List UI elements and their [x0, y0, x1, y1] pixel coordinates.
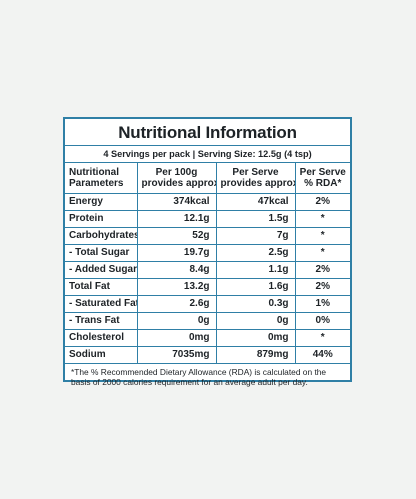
header-parameters-line2: Parameters: [69, 178, 124, 189]
row-per-serve: 2.5g: [215, 244, 296, 262]
rda-footnote: *The % Recommended Dietary Allowance (RD…: [71, 367, 327, 387]
header-rda: Per Serve % RDA*: [294, 163, 350, 194]
row-per-serve: 879mg: [215, 346, 296, 364]
row-rda: *: [294, 244, 350, 262]
row-rda: 2%: [294, 261, 350, 279]
row-per-100g: 7035mg: [136, 346, 217, 364]
row-rda: 0%: [294, 312, 350, 330]
row-per-serve: 7g: [215, 227, 296, 245]
row-rda: *: [294, 329, 350, 347]
row-name: - Total Sugar: [65, 244, 138, 262]
header-per-serve-line2: provides approx.: [220, 178, 295, 189]
row-per-100g: 19.7g: [136, 244, 217, 262]
row-per-100g: 8.4g: [136, 261, 217, 279]
nutrition-label: Nutritional Information 4 Servings per p…: [63, 117, 352, 387]
row-name: Cholesterol: [65, 329, 138, 347]
header-per-100g-line1: Per 100g: [155, 167, 198, 178]
table-row: Total Fat 13.2g 1.6g 2%: [65, 278, 350, 296]
row-per-serve: 0.3g: [215, 295, 296, 313]
table-row: - Added Sugar 8.4g 1.1g 2%: [65, 261, 350, 279]
row-rda: 2%: [294, 193, 350, 211]
table-row: Sodium 7035mg 879mg 44%: [65, 346, 350, 364]
header-per-serve-line1: Per Serve: [232, 167, 279, 178]
label-title: Nutritional Information: [65, 119, 350, 146]
table-row: Energy 374kcal 47kcal 2%: [65, 193, 350, 211]
row-name: Energy: [65, 193, 138, 211]
table-row: - Total Sugar 19.7g 2.5g *: [65, 244, 350, 262]
row-per-100g: 374kcal: [136, 193, 217, 211]
row-name: - Saturated Fat: [65, 295, 138, 313]
header-rda-line2: % RDA*: [304, 178, 342, 189]
header-parameters-line1: Nutritional: [69, 167, 119, 178]
row-name: Carbohydrates: [65, 227, 138, 245]
nutrition-table: Nutritional Parameters Per 100g provides…: [65, 163, 350, 364]
label-subtitle: 4 Servings per pack | Serving Size: 12.5…: [65, 146, 350, 163]
table-row: - Trans Fat 0g 0g 0%: [65, 312, 350, 330]
row-per-serve: 1.6g: [215, 278, 296, 296]
header-per-100g: Per 100g provides approx.: [136, 163, 217, 194]
table-row: - Saturated Fat 2.6g 0.3g 1%: [65, 295, 350, 313]
row-rda: 1%: [294, 295, 350, 313]
row-rda: 2%: [294, 278, 350, 296]
header-parameters: Nutritional Parameters: [65, 163, 138, 194]
row-per-100g: 12.1g: [136, 210, 217, 228]
table-row: Protein 12.1g 1.5g *: [65, 210, 350, 228]
row-per-100g: 2.6g: [136, 295, 217, 313]
row-name: - Added Sugar: [65, 261, 138, 279]
header-per-serve: Per Serve provides approx.: [215, 163, 296, 194]
row-per-100g: 13.2g: [136, 278, 217, 296]
header-per-100g-line2: provides approx.: [141, 178, 216, 189]
table-header-row: Nutritional Parameters Per 100g provides…: [65, 163, 350, 194]
row-rda: 44%: [294, 346, 350, 364]
row-rda: *: [294, 210, 350, 228]
row-per-100g: 52g: [136, 227, 217, 245]
row-name: - Trans Fat: [65, 312, 138, 330]
row-per-serve: 0mg: [215, 329, 296, 347]
row-rda: *: [294, 227, 350, 245]
row-per-serve: 1.5g: [215, 210, 296, 228]
header-rda-line1: Per Serve: [299, 167, 346, 178]
row-name: Protein: [65, 210, 138, 228]
table-row: Cholesterol 0mg 0mg *: [65, 329, 350, 347]
table-row: Carbohydrates 52g 7g *: [65, 227, 350, 245]
row-name: Total Fat: [65, 278, 138, 296]
row-per-serve: 47kcal: [215, 193, 296, 211]
row-per-serve: 0g: [215, 312, 296, 330]
row-per-100g: 0g: [136, 312, 217, 330]
row-name: Sodium: [65, 346, 138, 364]
row-per-serve: 1.1g: [215, 261, 296, 279]
row-per-100g: 0mg: [136, 329, 217, 347]
